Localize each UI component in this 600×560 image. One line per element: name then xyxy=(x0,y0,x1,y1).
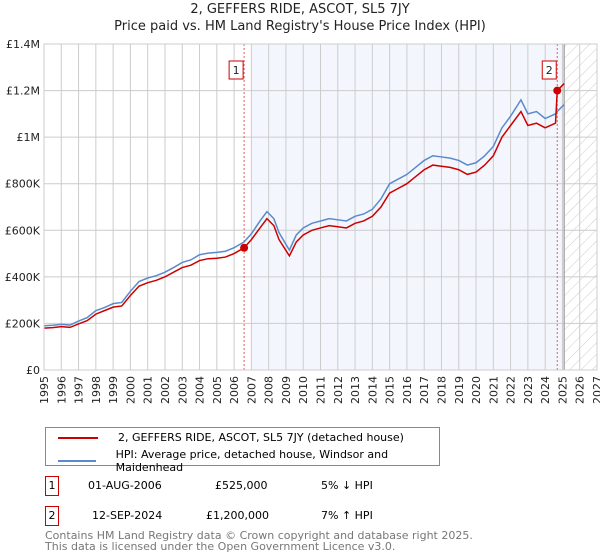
x-tick-label: 2005 xyxy=(211,376,224,404)
x-tick-label: 2026 xyxy=(574,376,587,404)
sale-point xyxy=(240,243,249,252)
x-tick-label: 2002 xyxy=(159,376,172,404)
legend-label: 2, GEFFERS RIDE, ASCOT, SL5 7JY (detache… xyxy=(118,431,404,444)
x-tick-label: 2018 xyxy=(435,376,448,404)
y-tick-label: £200K xyxy=(5,317,41,330)
x-tick-label: 2014 xyxy=(366,376,379,404)
x-tick-label: 2020 xyxy=(470,376,483,404)
x-tick-label: 1995 xyxy=(38,376,51,404)
transaction-price: £525,000 xyxy=(215,479,268,492)
transaction-badge: 1 xyxy=(45,476,59,496)
marker-badge xyxy=(228,60,244,80)
x-tick-label: 2016 xyxy=(401,376,414,404)
transaction-date: 01-AUG-2006 xyxy=(88,479,162,492)
x-tick-label: 2011 xyxy=(315,376,328,404)
legend-swatch-red xyxy=(58,436,98,439)
x-tick-label: 1996 xyxy=(55,376,68,404)
x-tick-label: 1998 xyxy=(90,376,103,404)
marker-badge-label: 1 xyxy=(233,64,240,77)
hpi-line xyxy=(43,98,565,327)
footer-line: This data is licensed under the Open Gov… xyxy=(45,540,396,553)
marker-badge-label: 2 xyxy=(546,64,553,77)
transaction-hpi: 5% ↓ HPI xyxy=(321,479,373,492)
line-chart: 1995 1996 1997 1998 1999 2000 2001 2002 2003 2004… xyxy=(5,38,600,404)
marker-badge xyxy=(541,60,557,80)
transaction-date: 12-SEP-2024 xyxy=(92,509,163,522)
x-tick-label: 2017 xyxy=(418,376,431,404)
x-tick-label: 2004 xyxy=(194,376,207,404)
x-tick-label: 2009 xyxy=(280,376,293,404)
legend-label: HPI: Average price, detached house, Wind… xyxy=(115,448,389,474)
y-tick-label: £1.4M xyxy=(6,38,40,51)
future-hatch xyxy=(564,44,597,370)
footer: Contains HM Land Registry data © Crown c… xyxy=(45,530,473,552)
transaction-badge: 2 xyxy=(45,506,59,526)
x-tick-label: 2000 xyxy=(124,376,137,404)
x-tick-label: 2001 xyxy=(142,376,155,404)
x-tick-label: 2027 xyxy=(591,376,600,404)
legend: 2, GEFFERS RIDE, ASCOT, SL5 7JY (detache… xyxy=(45,427,440,474)
transaction-price: £1,200,000 xyxy=(206,509,269,522)
transaction-hpi: 7% ↑ HPI xyxy=(321,509,373,522)
x-tick-label: 2024 xyxy=(539,376,552,404)
y-tick-label: £800K xyxy=(5,178,41,191)
x-tick-label: 2015 xyxy=(384,376,397,404)
legend-item-hpi: HPI: Average price, detached house, Wind… xyxy=(58,448,439,474)
footer-line: Contains HM Land Registry data © Crown c… xyxy=(45,529,473,542)
sale-point xyxy=(553,86,562,95)
y-tick-label: £400K xyxy=(5,271,41,284)
x-tick-label: 2019 xyxy=(453,376,466,404)
y-tick-label: £0 xyxy=(26,364,40,377)
y-tick-label: £600K xyxy=(5,224,41,237)
y-tick-label: £1.2M xyxy=(6,85,40,98)
x-tick-label: 2023 xyxy=(522,376,535,404)
x-tick-label: 1997 xyxy=(73,376,86,404)
x-tick-label: 2006 xyxy=(228,376,241,404)
plot-frame xyxy=(43,43,598,371)
x-tick-label: 2021 xyxy=(487,376,500,404)
x-tick-label: 2008 xyxy=(263,376,276,404)
x-tick-label: 2012 xyxy=(332,376,345,404)
legend-swatch-blue xyxy=(58,460,96,462)
x-tick-label: 2013 xyxy=(349,376,362,404)
property-price-line xyxy=(43,83,565,329)
x-tick-label: 2025 xyxy=(556,376,569,404)
chart-title: 2, GEFFERS RIDE, ASCOT, SL5 7JY xyxy=(190,2,410,17)
shaded-period xyxy=(251,44,565,370)
x-tick-label: 1999 xyxy=(107,376,120,404)
x-tick-label: 2022 xyxy=(505,376,518,404)
x-tick-label: 2003 xyxy=(176,376,189,404)
chart-subtitle: Price paid vs. HM Land Registry's House … xyxy=(114,19,486,34)
y-tick-label: £1M xyxy=(17,131,41,144)
x-tick-label: 2007 xyxy=(245,376,258,404)
legend-item-property: 2, GEFFERS RIDE, ASCOT, SL5 7JY (detache… xyxy=(58,431,404,444)
x-tick-label: 2010 xyxy=(297,376,310,404)
